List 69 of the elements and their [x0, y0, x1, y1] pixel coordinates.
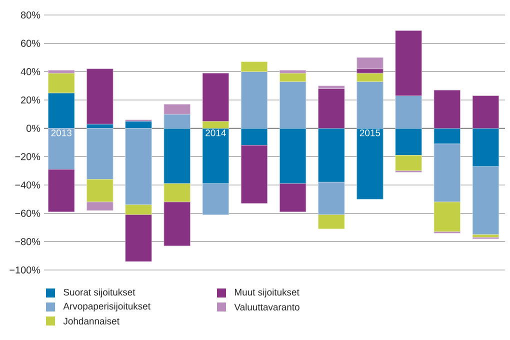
y-tick-label: −100%: [10, 266, 40, 274]
bar: [280, 128, 306, 184]
bar: [48, 128, 75, 170]
legend-label: Arvopaperisijoitukset: [63, 302, 150, 312]
bar: [48, 70, 75, 74]
bar: [395, 96, 422, 129]
legend-label: Muut sijoitukset: [234, 288, 300, 298]
bar: [48, 72, 75, 94]
x-tick-label: 2013: [51, 130, 72, 136]
bar: [434, 202, 460, 232]
bar: [48, 169, 75, 212]
y-tick-label: −20%: [15, 153, 40, 160]
bar: [125, 214, 152, 262]
legend-label: Johdannaiset: [63, 318, 120, 324]
bar: [240, 145, 268, 204]
legend-label: Valuuttavaranto: [234, 304, 300, 310]
bar: [202, 128, 229, 184]
bar: [356, 81, 384, 129]
bar: [164, 202, 190, 246]
x-tick-label: 2015: [360, 130, 380, 136]
bar: [125, 204, 152, 215]
bar: [86, 202, 114, 211]
bar: [356, 128, 384, 200]
bar: [164, 183, 190, 202]
bar: [164, 114, 190, 129]
y-tick-label: 20%: [21, 96, 40, 104]
bar: [48, 92, 75, 129]
bar: [164, 128, 190, 184]
y-tick-label: 80%: [20, 11, 40, 19]
x-tick-label: 2014: [206, 130, 226, 136]
bar: [395, 30, 422, 96]
bar: [356, 72, 384, 82]
bar: [240, 62, 268, 72]
bar: [318, 214, 345, 230]
bar: [202, 183, 229, 215]
bar: [280, 183, 306, 212]
bar: [202, 121, 229, 129]
bar: [472, 128, 500, 167]
bar: [125, 128, 152, 206]
y-tick-label: −80%: [15, 238, 40, 246]
bar: [318, 128, 345, 182]
y-tick-label: 0%: [26, 124, 40, 132]
bar: [164, 104, 190, 114]
bar: [86, 68, 114, 124]
bar: [240, 71, 268, 129]
bar: [395, 155, 422, 172]
y-tick-label: 40%: [20, 68, 40, 76]
bar: [318, 86, 345, 89]
bar: [472, 166, 500, 235]
bar: [240, 128, 268, 146]
bar: [86, 179, 114, 202]
bar: [356, 57, 384, 70]
y-tick-label: 60%: [21, 40, 40, 47]
bar: [280, 81, 306, 129]
y-tick-label: −40%: [15, 181, 40, 189]
bar: [434, 144, 460, 202]
bar: [356, 68, 384, 74]
bar: [202, 72, 229, 122]
bar: [472, 96, 500, 129]
bar: [434, 128, 460, 144]
bar: [280, 72, 306, 82]
bar: [86, 128, 114, 180]
legend-label: Suorat sijoitukset: [64, 288, 136, 298]
bar: [318, 182, 345, 215]
bar: [280, 70, 306, 74]
bar: [318, 88, 345, 129]
y-tick-label: −60%: [15, 210, 40, 217]
bar: [434, 90, 460, 129]
bar: [395, 128, 422, 156]
